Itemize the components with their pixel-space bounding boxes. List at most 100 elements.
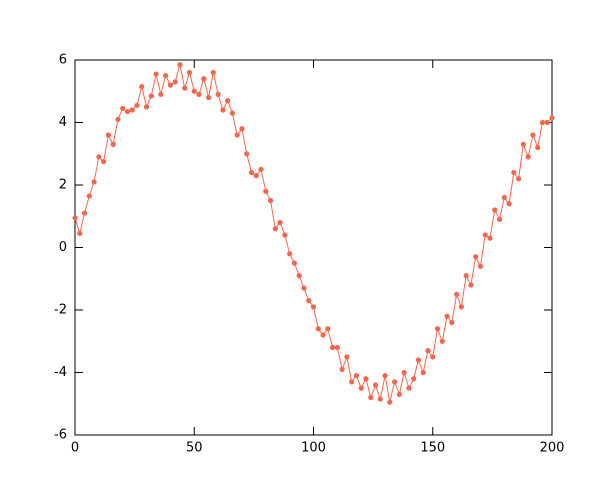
data-point (225, 98, 231, 104)
y-tick-label: 6 (59, 53, 67, 68)
data-point (86, 193, 92, 199)
data-point (272, 226, 278, 232)
x-tick-label: 100 (301, 441, 326, 456)
data-point (458, 304, 464, 310)
data-point (258, 166, 264, 172)
data-point (253, 173, 259, 179)
data-point (91, 179, 97, 185)
data-point (434, 326, 441, 332)
data-point (496, 216, 503, 222)
data-point (163, 73, 169, 79)
data-point (267, 198, 274, 204)
data-point (210, 69, 216, 76)
data-point (186, 69, 193, 76)
y-tick-label: 2 (59, 178, 67, 193)
data-point (282, 232, 288, 238)
data-point (148, 93, 154, 99)
data-point (396, 391, 402, 397)
data-point (201, 76, 207, 82)
data-point (205, 94, 212, 101)
data-point (530, 132, 536, 138)
data-point (363, 376, 369, 382)
data-point (339, 366, 345, 372)
data-point (463, 273, 469, 279)
data-point (124, 108, 131, 115)
data-point (220, 107, 226, 113)
data-point (401, 369, 407, 376)
data-point (439, 338, 445, 344)
data-point (101, 158, 107, 165)
data-point (544, 119, 550, 126)
data-point (139, 83, 145, 90)
data-point (277, 219, 283, 226)
data-point (473, 254, 479, 260)
data-point (382, 373, 388, 379)
data-point (129, 107, 135, 113)
data-point (525, 154, 531, 160)
data-point (239, 126, 245, 132)
data-point (468, 282, 474, 288)
data-point (182, 85, 188, 91)
data-point (358, 385, 364, 391)
data-point (454, 291, 460, 297)
data-point (301, 285, 307, 291)
plot-frame (74, 59, 553, 436)
data-point (229, 110, 236, 116)
data-point (344, 354, 350, 360)
data-point (406, 385, 412, 391)
data-point (449, 319, 455, 326)
data-point (535, 144, 541, 151)
data-point (487, 235, 493, 241)
data-point (315, 326, 321, 332)
data-point (120, 105, 126, 112)
y-tick-label: -4 (54, 365, 67, 380)
data-point (291, 260, 298, 266)
data-point (349, 379, 355, 385)
data-point (425, 348, 431, 354)
data-point (334, 344, 340, 351)
data-point (153, 71, 159, 77)
data-point (325, 326, 331, 332)
data-point (444, 313, 450, 319)
data-line (74, 64, 553, 403)
data-point (244, 151, 250, 157)
data-point (506, 201, 512, 207)
x-tick-label: 150 (420, 441, 445, 456)
data-point (263, 188, 269, 194)
data-point (520, 141, 526, 147)
y-tick-label: -2 (54, 303, 67, 318)
data-point (430, 354, 436, 360)
data-point (77, 230, 83, 237)
data-point (115, 116, 121, 122)
data-point (110, 141, 116, 147)
data-point (549, 115, 555, 121)
data-point (320, 332, 326, 338)
data-point (96, 154, 102, 160)
data-point (248, 169, 255, 176)
data-point (143, 104, 150, 110)
data-point (105, 132, 111, 138)
data-point (516, 176, 522, 182)
data-point (167, 82, 173, 88)
data-point (492, 207, 498, 213)
data-point (391, 379, 398, 385)
data-point (368, 394, 374, 401)
y-tick-label: 0 (59, 240, 67, 255)
data-point (158, 91, 164, 97)
data-point (72, 215, 78, 221)
x-tick-label: 50 (186, 441, 203, 456)
data-point (172, 79, 178, 85)
y-tick-label: -6 (54, 428, 67, 443)
data-point (353, 373, 360, 379)
x-tick-label: 0 (71, 441, 79, 456)
data-point (387, 399, 393, 405)
data-point (234, 132, 240, 138)
data-point (411, 376, 417, 382)
data-point (329, 344, 336, 351)
data-point (511, 169, 517, 176)
x-tick-label: 200 (540, 441, 565, 456)
data-point (81, 210, 88, 216)
data-point (134, 102, 140, 108)
